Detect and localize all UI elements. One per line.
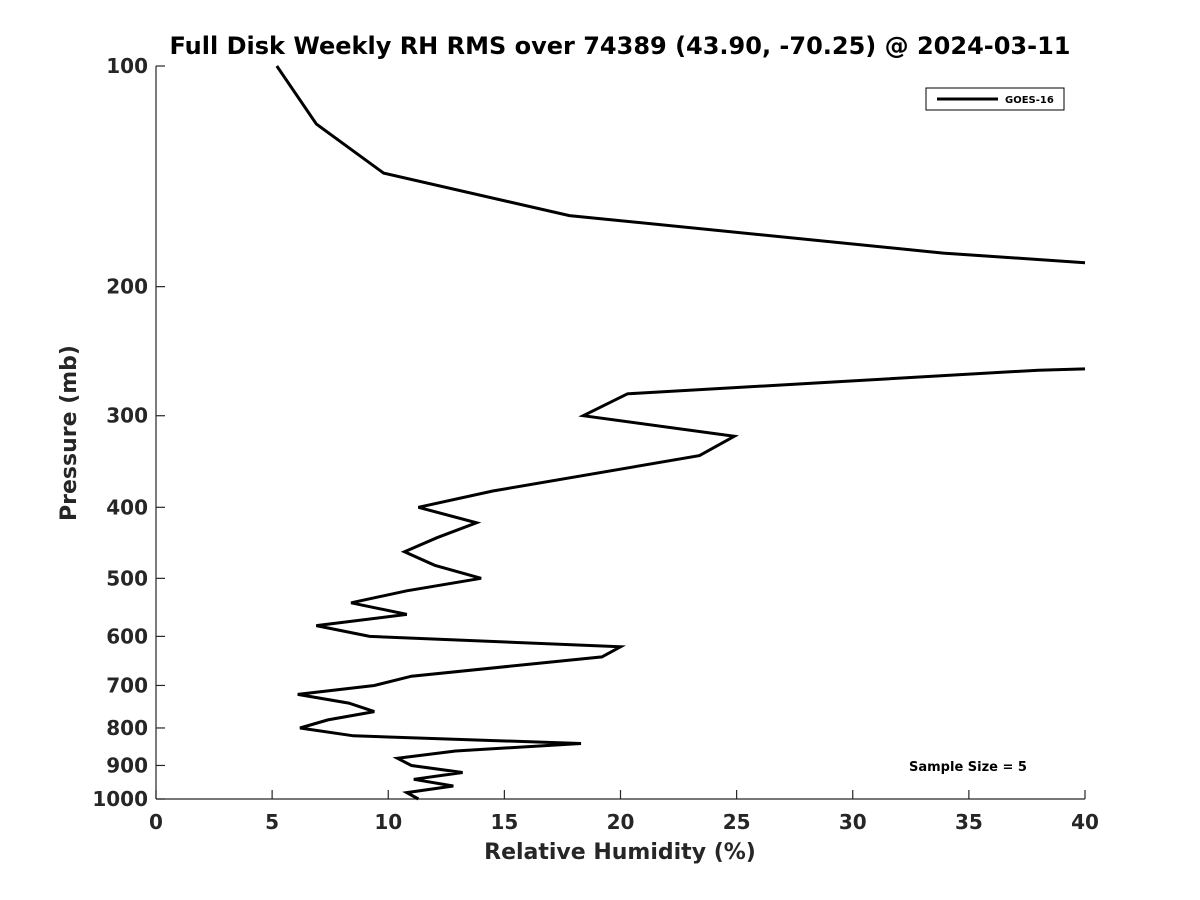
y-tick-label: 700: [106, 673, 148, 697]
y-axis-label: Pressure (mb): [57, 345, 82, 521]
y-tick-label: 500: [106, 566, 148, 590]
series-layer: [275, 65, 1086, 801]
legend: GOES-16: [925, 87, 1065, 111]
x-tick-label: 30: [839, 810, 867, 834]
y-tick-label: 600: [106, 624, 148, 648]
x-tick-label: 40: [1071, 810, 1099, 834]
y-tick-label: 400: [106, 495, 148, 519]
y-tick-label: 900: [106, 753, 148, 777]
x-axis-ticks: 0 5 10 15 20 25 30 35 40: [149, 790, 1099, 834]
legend-label-goes-16: GOES-16: [1005, 95, 1054, 106]
x-tick-label: 20: [607, 810, 635, 834]
sample-size-annotation: Sample Size = 5: [909, 760, 1027, 775]
y-tick-label: 300: [106, 404, 148, 428]
series-line-goes-16-segment-2: [297, 367, 1086, 801]
y-axis-ticks: 100 200 300 400 500 600 700 800 900 1000: [92, 54, 165, 811]
x-tick-label: 35: [955, 810, 983, 834]
y-tick-label: 800: [106, 716, 148, 740]
x-tick-label: 25: [723, 810, 751, 834]
y-tick-label: 200: [106, 275, 148, 299]
x-tick-label: 0: [149, 810, 163, 834]
chart-title: Full Disk Weekly RH RMS over 74389 (43.9…: [169, 32, 1070, 60]
x-axis-label: Relative Humidity (%): [484, 840, 756, 865]
x-tick-label: 10: [374, 810, 402, 834]
y-tick-label: 1000: [92, 787, 148, 811]
plot-area: [156, 66, 1085, 799]
x-tick-label: 15: [490, 810, 518, 834]
x-tick-label: 5: [265, 810, 279, 834]
series-line-goes-16-segment-1: [275, 65, 1086, 265]
y-tick-label: 100: [106, 54, 148, 78]
